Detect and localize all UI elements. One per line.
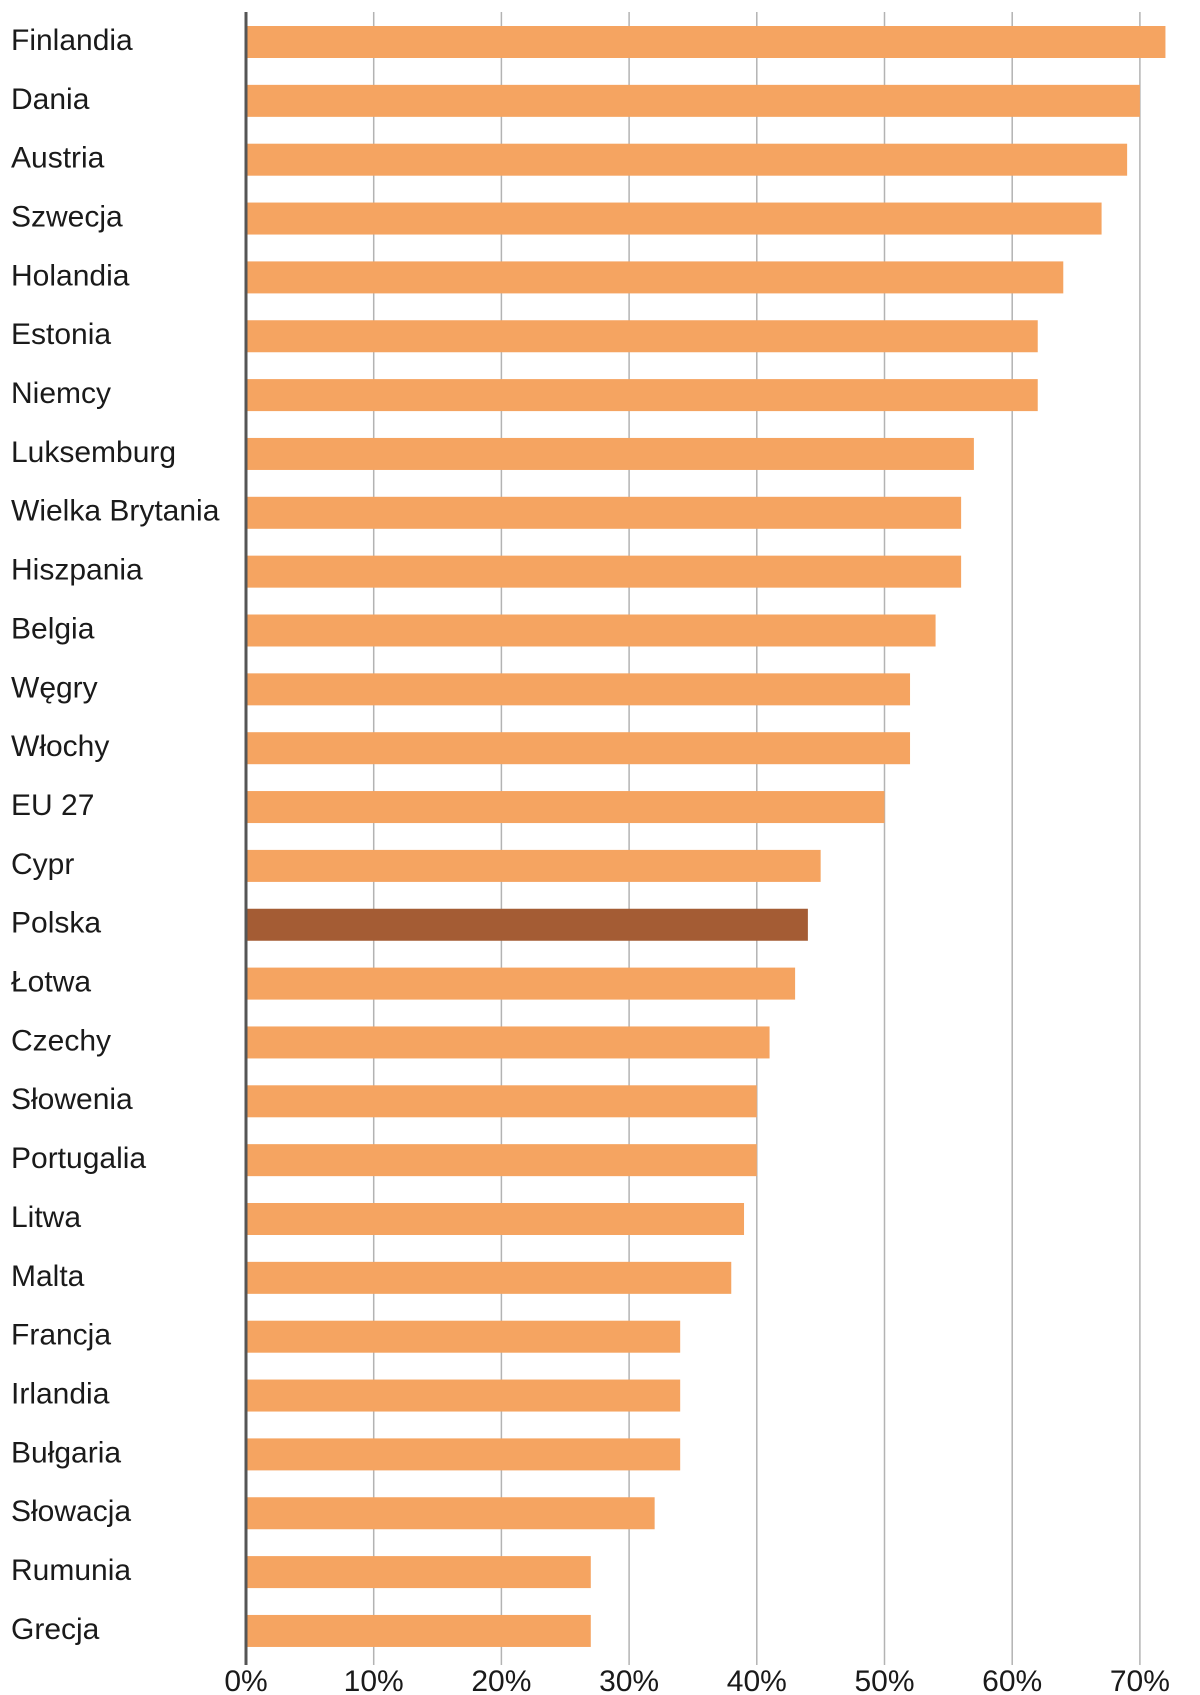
bar-wielka-brytania <box>246 496 962 529</box>
category-label: Wielka Brytania <box>11 495 220 528</box>
category-label: Czechy <box>11 1024 111 1057</box>
x-tick-label: 40% <box>727 1665 787 1695</box>
category-label: Malta <box>11 1260 85 1293</box>
bar-dania <box>246 84 1140 117</box>
bar-polska <box>246 908 808 941</box>
bar-francja <box>246 1320 681 1353</box>
category-label: Holandia <box>11 259 130 292</box>
category-label: Łotwa <box>11 966 91 999</box>
category-label: Niemcy <box>11 377 111 410</box>
category-label: Cypr <box>11 848 74 881</box>
bar-łotwa <box>246 967 796 1000</box>
category-label: Grecja <box>11 1613 100 1646</box>
category-label: Estonia <box>11 318 111 351</box>
category-label: Rumunia <box>11 1554 131 1587</box>
category-label: Węgry <box>11 671 98 704</box>
bar-rumunia <box>246 1556 591 1589</box>
category-label: Dania <box>11 83 90 116</box>
bar-czechy <box>246 1026 770 1059</box>
x-tick-label: 50% <box>854 1665 914 1695</box>
category-label: Luksemburg <box>11 436 176 469</box>
category-label: Polska <box>11 907 101 940</box>
bar-irlandia <box>246 1379 681 1412</box>
x-tick-label: 70% <box>1110 1665 1170 1695</box>
x-tick-label: 0% <box>224 1665 267 1695</box>
bar-luksemburg <box>246 437 974 470</box>
tick-label-layer: 0% 10% 20% 30% 40% 50% 60% 70% <box>224 1665 1170 1695</box>
category-label: Słowacja <box>11 1495 131 1528</box>
bar-austria <box>246 143 1128 176</box>
category-label: EU 27 <box>11 789 94 822</box>
bar-włochy <box>246 732 911 765</box>
x-tick-label: 60% <box>982 1665 1042 1695</box>
bar-litwa <box>246 1203 745 1235</box>
category-label: Irlandia <box>11 1377 110 1410</box>
category-label: Bułgaria <box>11 1436 121 1469</box>
category-label: Francja <box>11 1319 111 1352</box>
bar-węgry <box>246 673 911 706</box>
bar-eu-27 <box>246 791 885 824</box>
x-tick-label: 30% <box>599 1665 659 1695</box>
x-tick-label: 10% <box>344 1665 404 1695</box>
bar-cypr <box>246 849 821 882</box>
bar-słowenia <box>246 1085 757 1118</box>
category-label: Słowenia <box>11 1083 133 1116</box>
category-label-layer: Finlandia Dania Austria Szwecja Holandia Esto… <box>11 24 220 1646</box>
category-label: Litwa <box>11 1201 81 1234</box>
bar-belgia <box>246 614 936 647</box>
bar-layer <box>246 26 1166 1647</box>
category-label: Finlandia <box>11 24 133 57</box>
bar-estonia <box>246 320 1038 353</box>
category-label: Włochy <box>11 730 109 763</box>
bar-holandia <box>246 261 1064 294</box>
bar-finlandia <box>246 26 1166 58</box>
x-tick-label: 20% <box>471 1665 531 1695</box>
grid-layer <box>372 12 1141 1665</box>
bar-szwecja <box>246 202 1102 235</box>
category-label: Austria <box>11 142 105 175</box>
category-label: Belgia <box>11 612 95 645</box>
category-label: Szwecja <box>11 200 123 233</box>
category-label: Hiszpania <box>11 554 143 587</box>
bar-niemcy <box>246 379 1038 412</box>
bar-bułgaria <box>246 1438 681 1471</box>
bar-portugalia <box>246 1144 757 1177</box>
bar-malta <box>246 1261 732 1294</box>
bar-słowacja <box>246 1497 655 1530</box>
bar-grecja <box>246 1614 591 1647</box>
category-label: Portugalia <box>11 1142 146 1175</box>
bar-hiszpania <box>246 555 962 588</box>
